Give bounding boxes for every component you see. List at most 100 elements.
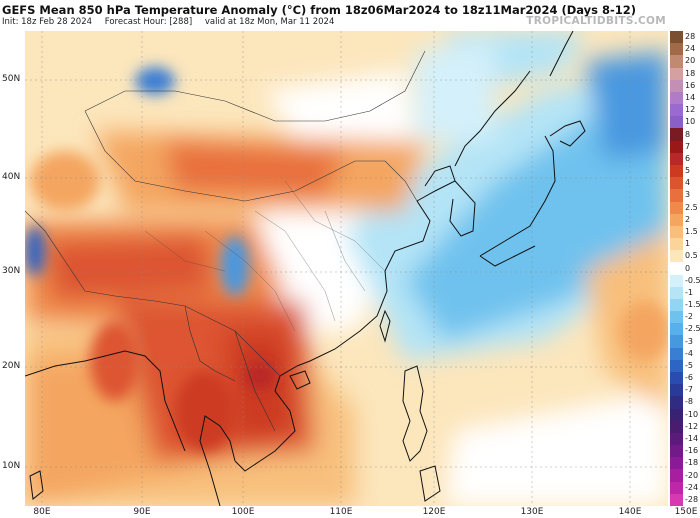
legend-swatch <box>670 91 683 105</box>
legend-swatch <box>670 201 683 215</box>
legend-label: 6 <box>685 153 691 163</box>
legend-swatch <box>670 445 683 458</box>
legend-label: -10 <box>685 409 699 419</box>
legend-swatch <box>670 493 683 507</box>
legend-swatch <box>670 250 683 263</box>
legend-label: -12 <box>685 421 699 431</box>
legend-swatch <box>670 372 683 385</box>
legend-label: -2.5 <box>685 324 700 334</box>
legend-swatch <box>670 55 683 69</box>
legend-label: 4 <box>685 178 691 188</box>
init-time: Init: 18z Feb 28 2024 <box>2 17 93 27</box>
legend-swatch <box>670 140 683 154</box>
legend-swatch <box>670 104 683 117</box>
legend-swatch <box>670 274 683 288</box>
legend-label: 16 <box>685 80 696 90</box>
legend-swatch <box>670 384 683 397</box>
legend-label: -24 <box>685 482 699 492</box>
graticule <box>25 31 668 506</box>
legend-label: 3 <box>685 190 691 200</box>
legend-label: -2 <box>685 312 693 322</box>
legend-label: -28 <box>685 494 699 504</box>
legend-swatch <box>670 79 683 93</box>
chart-title: GEFS Mean 850 hPa Temperature Anomaly (°… <box>2 3 637 17</box>
legend-label: 2.5 <box>685 202 698 212</box>
valid-time: valid at 18z Mon, Mar 11 2024 <box>204 17 335 27</box>
legend-label: 0 <box>685 263 691 273</box>
legend-swatch <box>670 432 683 446</box>
anomaly-map <box>25 31 668 506</box>
lon-label: 120E <box>422 507 446 517</box>
legend-swatch <box>670 335 683 349</box>
legend-swatch <box>670 67 683 81</box>
legend-swatch <box>670 128 683 142</box>
lat-label: 10N <box>2 461 21 471</box>
site-credit: TROPICALTIDBITS.COM <box>526 15 666 27</box>
legend-swatch <box>670 347 683 361</box>
legend-label: 10 <box>685 117 696 127</box>
legend-swatch <box>670 298 683 312</box>
legend-label: -7 <box>685 385 693 395</box>
legend-swatch <box>670 311 683 324</box>
legend-label: -18 <box>685 458 699 468</box>
lat-label: 50N <box>2 74 21 84</box>
legend-swatch <box>670 152 683 166</box>
lat-label: 40N <box>2 172 21 182</box>
lon-label: 130E <box>520 507 544 517</box>
legend-swatch <box>670 225 683 239</box>
legend-swatch <box>670 31 683 44</box>
color-legend: 28 24 20 18 16 14 12 10 8 7 6 5 4 3 2.5 2 1.5 1 0.5 0 -0.5 -1… <box>670 31 700 507</box>
legend-swatch <box>670 408 683 422</box>
legend-label: 1 <box>685 239 691 249</box>
legend-swatch <box>670 481 683 495</box>
legend-label: 28 <box>685 32 696 42</box>
legend-swatch <box>670 238 683 251</box>
legend-label: 1.5 <box>685 226 698 236</box>
lon-label: 150E <box>674 507 698 517</box>
legend-label: -14 <box>685 434 699 443</box>
legend-swatch <box>670 457 683 470</box>
legend-label: -4 <box>685 348 693 358</box>
legend-swatch <box>670 116 683 129</box>
legend-swatch <box>670 43 683 56</box>
legend-label: -1.5 <box>685 300 700 310</box>
legend-label: 14 <box>685 92 696 102</box>
legend-label: -8 <box>685 397 693 407</box>
legend-swatch <box>670 213 683 227</box>
province-borders <box>144 180 386 332</box>
map-svg <box>25 31 668 506</box>
legend-label: -3 <box>685 336 693 346</box>
coastlines <box>25 31 586 506</box>
chart-subtitle: Init: 18z Feb 28 2024 Forecast Hour: [28… <box>2 17 344 27</box>
legend-swatch <box>670 286 683 300</box>
legend-swatch <box>670 469 683 483</box>
lat-label: 30N <box>2 266 21 276</box>
legend-label: 5 <box>685 166 691 176</box>
lon-label: 140E <box>618 507 642 517</box>
lon-label: 100E <box>231 507 255 517</box>
legend-swatch <box>670 262 683 276</box>
legend-swatch <box>670 189 683 202</box>
legend-label: 7 <box>685 141 691 151</box>
lon-label: 110E <box>329 507 353 517</box>
legend-label: 8 <box>685 129 691 139</box>
legend-swatch <box>670 177 683 190</box>
lat-label: 20N <box>2 361 21 371</box>
legend-label: 2 <box>685 214 691 224</box>
legend-label: 24 <box>685 44 696 54</box>
legend-label: -16 <box>685 446 699 456</box>
legend-label: -0.5 <box>685 275 700 285</box>
lon-label: 90E <box>133 507 151 517</box>
forecast-hour: Forecast Hour: [288] <box>104 17 193 27</box>
legend-label: -6 <box>685 373 693 383</box>
legend-swatch <box>670 164 683 178</box>
legend-label: -1 <box>685 287 693 297</box>
legend-label: 0.5 <box>685 251 698 261</box>
legend-label: 18 <box>685 68 696 78</box>
lon-label: 80E <box>33 507 51 517</box>
legend-swatch <box>670 396 683 410</box>
legend-label: -20 <box>685 470 699 480</box>
legend-label: 20 <box>685 56 696 66</box>
legend-label: -5 <box>685 360 693 370</box>
legend-swatch <box>670 323 683 336</box>
